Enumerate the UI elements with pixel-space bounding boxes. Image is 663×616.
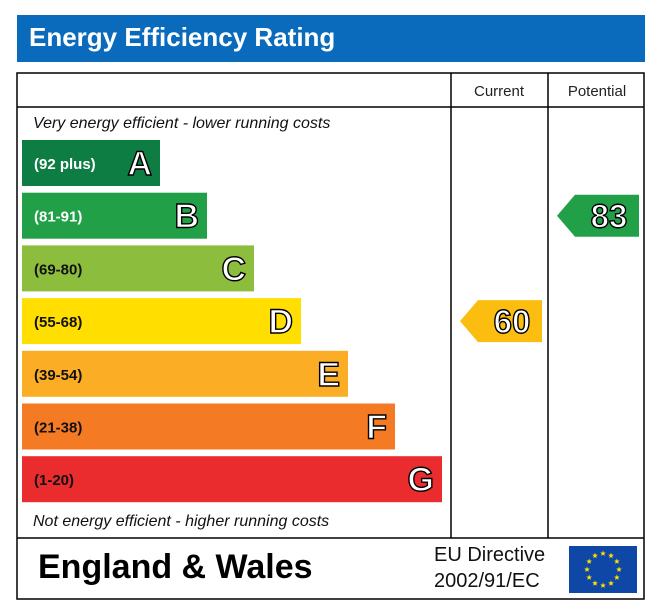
band-bar-a [22,140,160,186]
eu-star-icon [608,580,614,586]
current-rating-value: 60 [494,303,531,340]
eu-star-icon [592,552,598,559]
band-range-b: (81-91) [34,209,82,226]
band-bar-c [22,245,254,292]
band-bar-d [22,298,301,345]
eu-star-icon [614,574,620,580]
band-range-d: (55-68) [34,314,82,331]
eu-star-icon [586,558,592,564]
band-range-a: (92 plus) [34,156,96,173]
band-range-g: (1-20) [34,472,74,489]
bottom-note: Not energy efficient - higher running co… [33,513,329,530]
eu-star-icon [616,566,622,572]
band-bar-b [22,192,207,239]
top-note: Very energy efficient - lower running co… [33,115,330,132]
band-range-c: (69-80) [34,261,82,278]
region-label: England & Wales [38,548,313,586]
eu-star-icon [584,566,590,572]
potential-rating-arrow [557,194,639,237]
eu-star-icon [600,550,606,556]
eu-star-icon [586,574,592,580]
potential-column-header: Potential [568,83,626,100]
title-bar: Energy Efficiency Rating [17,15,645,62]
band-letter-d: D [268,303,293,341]
band-bar-f [22,403,395,450]
potential-rating-value: 83 [591,198,628,235]
band-letter-f: F [366,409,387,447]
band-bar-e [22,350,348,397]
eu-flag-icon [569,546,637,593]
page-title: Energy Efficiency Rating [29,22,336,52]
band-letter-a: A [127,145,152,183]
current-rating-arrow [460,300,542,343]
band-letter-b: B [174,198,199,236]
eu-star-icon [608,552,614,559]
band-bar-g [22,456,442,503]
band-letter-e: E [317,356,340,394]
eu-directive: EU Directive 2002/91/EC [434,542,545,594]
eu-star-icon [614,558,620,564]
band-letter-g: G [408,461,434,499]
chart-frame [16,72,645,600]
eu-star-icon [592,580,598,586]
rating-bands: (92 plus) A (81-91) B (69-80) C (55-68) D (39-54… [22,140,442,503]
band-letter-c: C [221,250,246,288]
rating-arrows: 60 83 [460,194,639,343]
band-range-f: (21-38) [34,420,82,437]
eu-directive-line2: 2002/91/EC [434,570,540,592]
eu-star-icon [600,582,606,588]
eu-directive-line1: EU Directive [434,544,546,566]
current-column-header: Current [474,83,525,100]
band-range-e: (39-54) [34,367,82,384]
